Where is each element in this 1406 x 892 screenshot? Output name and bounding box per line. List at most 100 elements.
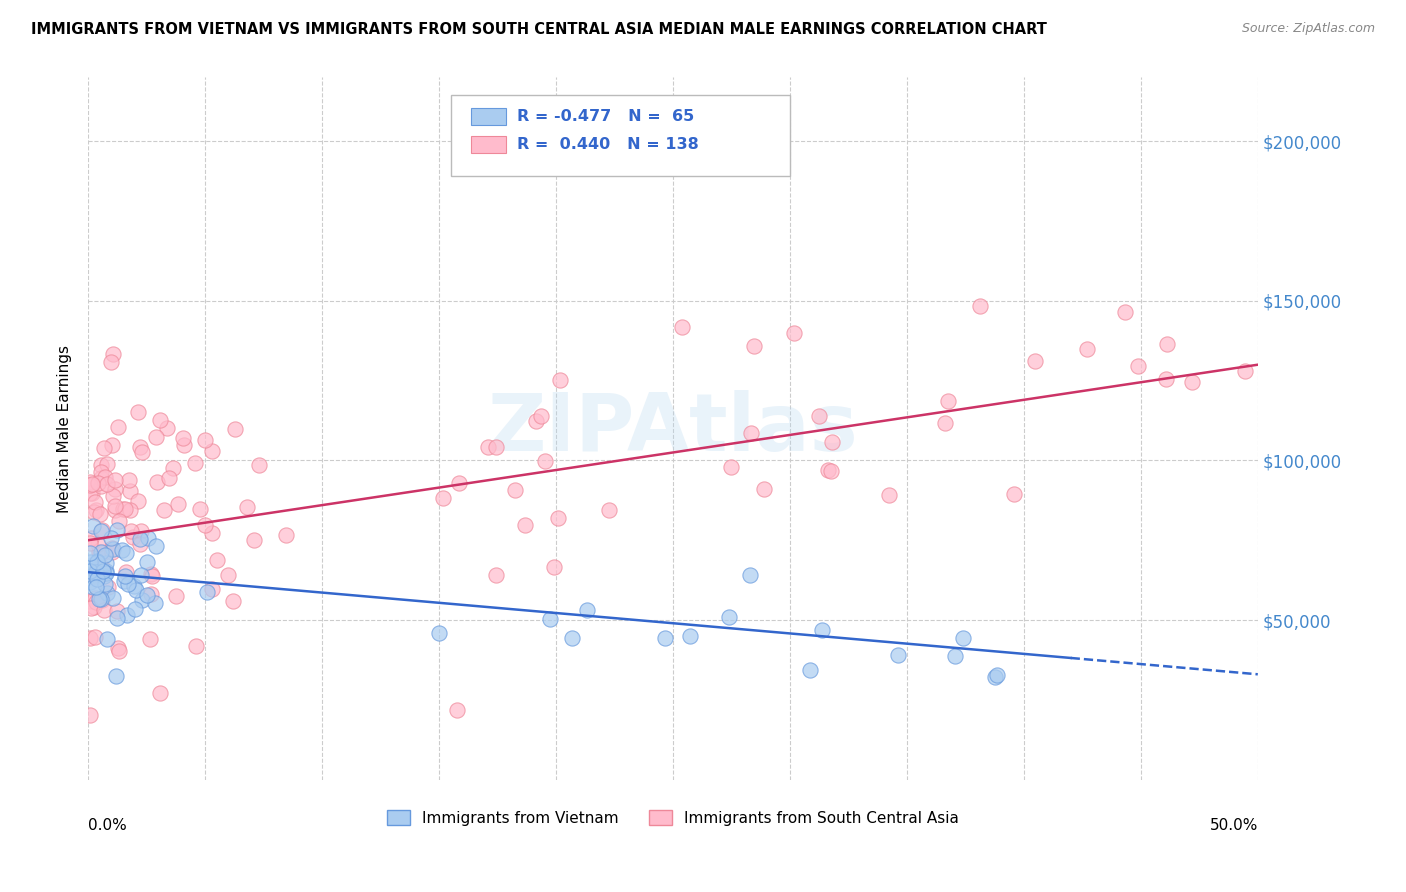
Point (86, 565, 108, 579)
Point (671, 320, 693, 334)
Point (104, 499, 127, 513)
Point (100, 531, 122, 545)
Point (561, 632, 583, 646)
Point (79, 546, 101, 560)
Point (533, 454, 555, 468)
Point (100, 438, 122, 452)
Point (82, 486, 104, 500)
Point (118, 473, 141, 487)
Point (131, 567, 153, 582)
Point (79, 567, 101, 582)
Point (136, 588, 159, 602)
Point (194, 434, 217, 448)
Point (505, 483, 527, 497)
Point (513, 518, 536, 533)
Point (984, 670, 1007, 684)
Point (100, 355, 122, 369)
Point (82, 519, 104, 533)
Point (952, 631, 974, 645)
Point (101, 347, 124, 361)
Point (86, 476, 108, 491)
Point (79, 486, 101, 500)
Point (90, 479, 112, 493)
Point (96, 566, 118, 581)
Point (86, 594, 108, 608)
Point (90, 559, 112, 574)
Point (105, 604, 128, 618)
Point (96, 477, 118, 491)
Point (427, 626, 450, 640)
Point (110, 543, 132, 558)
Point (91, 593, 114, 607)
FancyBboxPatch shape (451, 95, 790, 176)
Point (127, 405, 149, 419)
Point (526, 414, 548, 428)
Point (184, 456, 207, 470)
Point (118, 503, 141, 517)
Point (145, 539, 167, 553)
Point (820, 463, 842, 477)
Point (128, 441, 150, 455)
Point (165, 589, 187, 603)
Point (96, 457, 118, 471)
Point (94, 549, 117, 563)
Point (86, 554, 108, 568)
Point (224, 422, 246, 436)
Point (89, 592, 111, 607)
Point (103, 591, 125, 605)
Point (217, 568, 239, 582)
Text: R =  0.440   N = 138: R = 0.440 N = 138 (517, 137, 699, 153)
Point (80, 476, 103, 491)
Point (96, 565, 118, 579)
Point (90, 465, 112, 479)
Point (114, 546, 136, 560)
Point (446, 703, 468, 717)
Point (173, 438, 195, 452)
Point (1024, 354, 1046, 368)
Point (934, 416, 956, 430)
Point (100, 545, 122, 559)
Point (247, 458, 270, 473)
Point (87, 537, 110, 551)
Point (129, 532, 152, 546)
Text: ZIPAtlas: ZIPAtlas (488, 390, 858, 467)
Point (752, 482, 775, 496)
Point (94, 577, 117, 591)
Point (104, 503, 127, 517)
Text: R = -0.477   N =  65: R = -0.477 N = 65 (517, 109, 695, 124)
Point (811, 623, 834, 637)
Point (1234, 364, 1257, 378)
Point (1114, 305, 1136, 319)
Point (86, 555, 108, 569)
Point (115, 565, 138, 579)
Point (86, 572, 108, 586)
Point (135, 555, 157, 569)
Point (141, 569, 163, 583)
Point (543, 560, 565, 574)
Point (79, 475, 101, 490)
Point (1154, 372, 1177, 386)
Point (575, 602, 598, 616)
Point (548, 373, 571, 387)
Point (143, 596, 166, 610)
Point (114, 574, 136, 588)
Point (235, 500, 257, 514)
Point (167, 497, 190, 511)
Point (969, 298, 991, 312)
Point (194, 517, 217, 532)
Point (148, 412, 170, 426)
Point (172, 431, 194, 445)
Point (808, 409, 831, 424)
Point (83, 599, 105, 614)
Point (157, 471, 180, 485)
Point (105, 523, 128, 537)
Point (87, 545, 110, 559)
Point (93, 544, 115, 558)
Point (936, 393, 959, 408)
Point (89, 507, 111, 521)
Point (108, 514, 131, 528)
Point (485, 440, 508, 454)
Point (127, 494, 149, 508)
Point (104, 482, 127, 496)
Point (530, 409, 553, 424)
